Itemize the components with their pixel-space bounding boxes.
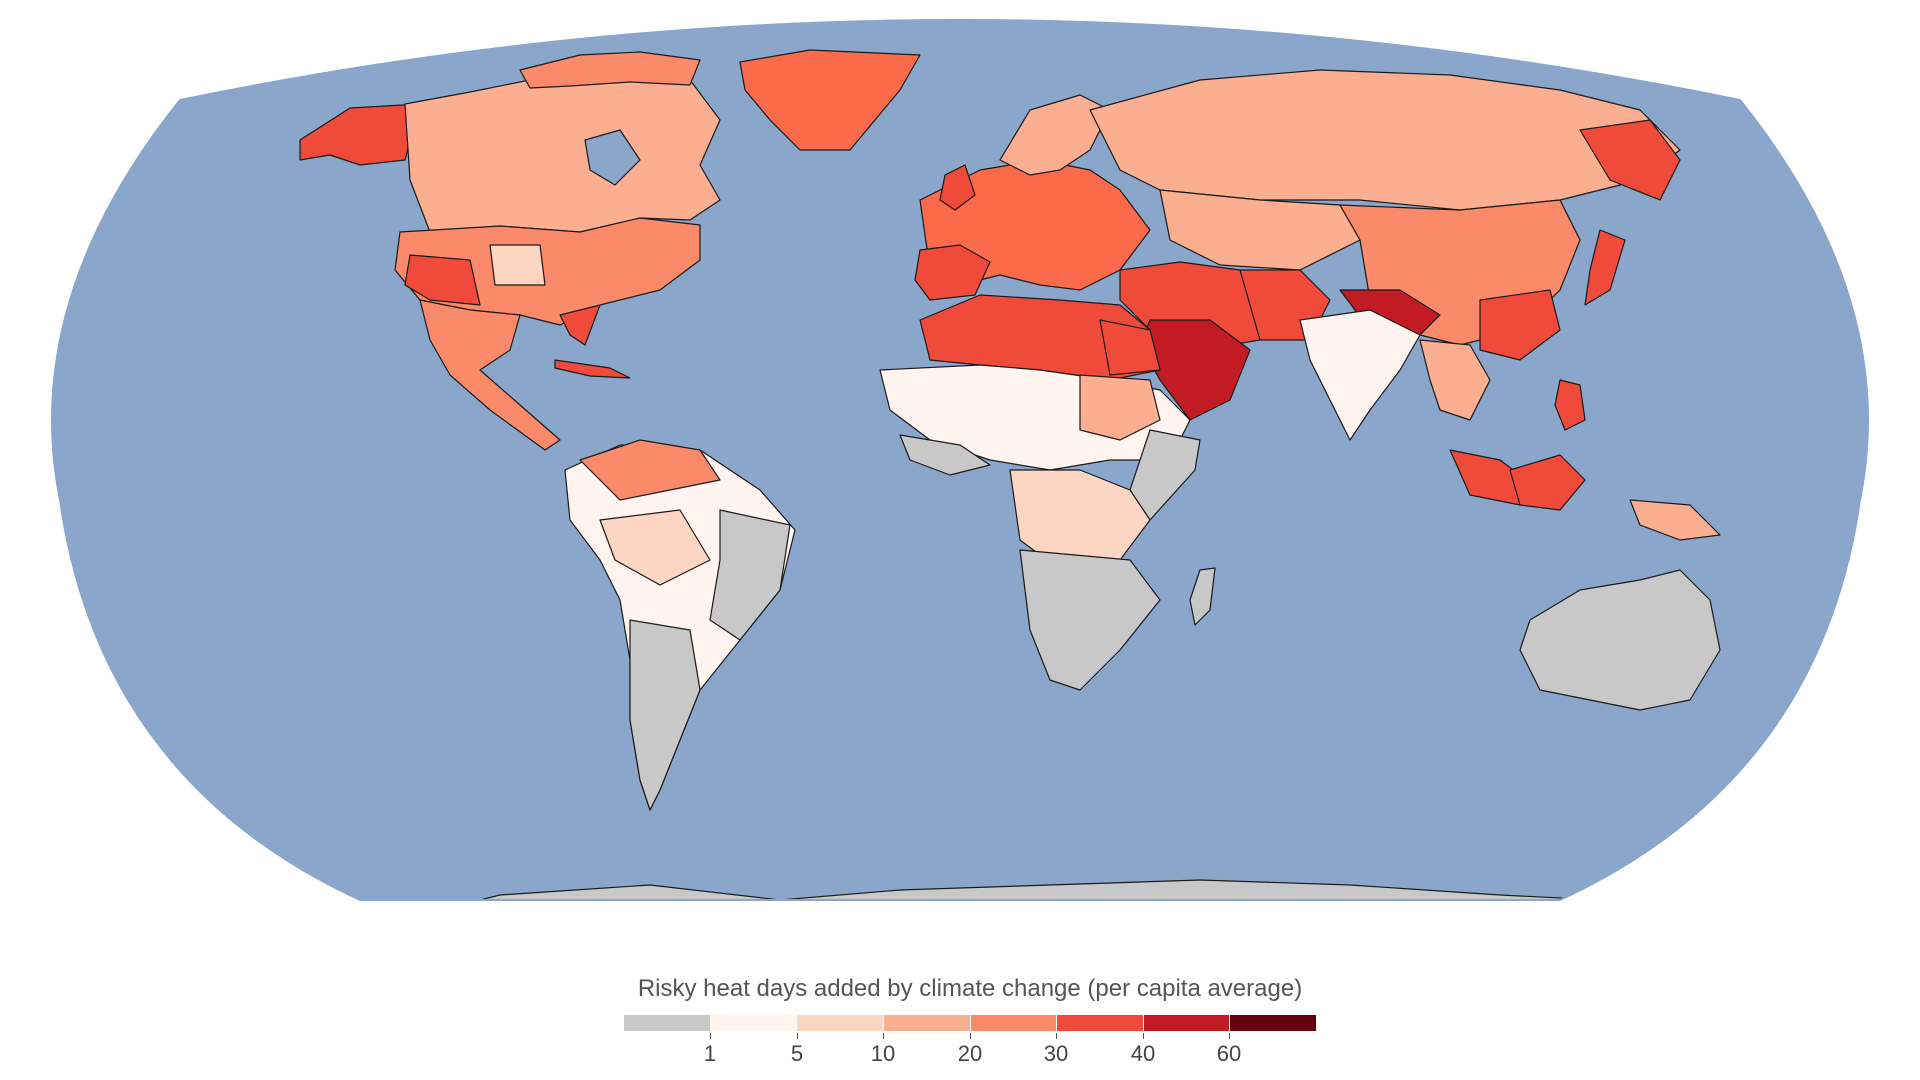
region-canadian-arctic xyxy=(519,51,701,89)
legend-tick-label-30: 30 xyxy=(1043,1041,1069,1066)
region-madagascar xyxy=(1189,567,1216,626)
region-venezuela-guyana xyxy=(579,439,721,501)
legend-swatch-below-1 xyxy=(624,1015,710,1031)
legend-tick-label-10: 10 xyxy=(870,1041,896,1066)
region-brazil-east xyxy=(709,509,791,641)
legend-tick-label-60: 60 xyxy=(1216,1041,1242,1066)
region-argentina-chile xyxy=(629,619,701,811)
region-usa-southwest xyxy=(404,254,481,306)
region-central-asia xyxy=(1159,189,1361,271)
region-amazon xyxy=(599,509,711,586)
region-australia xyxy=(1519,569,1721,711)
region-horn-of-africa xyxy=(1129,429,1201,521)
region-usa-plains xyxy=(489,244,546,286)
legend-tick-mark xyxy=(710,1033,711,1039)
legend-swatch-5-10 xyxy=(796,1015,883,1031)
region-russia-far-east xyxy=(1579,119,1681,201)
legend-tick-label-5: 5 xyxy=(790,1041,804,1066)
legend-tick-label-1: 1 xyxy=(703,1041,717,1066)
legend-tick-label-40: 40 xyxy=(1130,1041,1156,1066)
region-antarctica xyxy=(399,879,1701,900)
region-borneo xyxy=(1509,454,1586,511)
legend-tick-label-20: 20 xyxy=(957,1041,983,1066)
region-greenland xyxy=(739,49,921,151)
legend-swatch-10-20 xyxy=(882,1015,970,1031)
legend-tick-mark xyxy=(797,1033,798,1039)
region-japan xyxy=(1584,229,1626,306)
region-india xyxy=(1299,309,1421,441)
legend: Risky heat days added by climate change … xyxy=(620,975,1320,1067)
region-southeast-asia xyxy=(1419,339,1491,421)
region-philippines xyxy=(1554,379,1586,431)
legend-swatch-above-60 xyxy=(1229,1015,1316,1031)
region-east-china xyxy=(1479,289,1561,361)
region-cuba xyxy=(554,359,631,379)
legend-color-bar xyxy=(624,1015,1316,1031)
region-mexico xyxy=(419,299,561,451)
region-sudan xyxy=(1079,374,1161,441)
legend-title: Risky heat days added by climate change … xyxy=(637,975,1303,1002)
region-iberia xyxy=(914,244,991,301)
legend-tick-mark xyxy=(970,1033,971,1039)
region-uk xyxy=(939,164,976,211)
region-alaska xyxy=(299,103,421,166)
legend-swatch-20-30 xyxy=(969,1015,1057,1031)
legend-tick-mark xyxy=(1056,1033,1057,1039)
region-egypt xyxy=(1099,319,1161,376)
legend-tick-mark xyxy=(1229,1033,1230,1039)
region-new-zealand xyxy=(1779,709,1811,761)
region-southern-africa xyxy=(1019,549,1161,691)
legend-swatch-1-5 xyxy=(709,1015,797,1031)
legend-tick-mark xyxy=(883,1033,884,1039)
legend-swatch-30-40 xyxy=(1056,1015,1143,1031)
region-florida xyxy=(559,304,601,346)
legend-tick-mark xyxy=(1143,1033,1144,1039)
world-choropleth-map xyxy=(51,19,1869,901)
legend-swatch-40-60 xyxy=(1142,1015,1230,1031)
region-central-africa xyxy=(1009,469,1151,571)
hudson-bay xyxy=(584,129,641,186)
map-edge xyxy=(51,19,1869,901)
region-papua xyxy=(1629,499,1721,541)
legend-ticks: 1 5 10 20 30 40 60 xyxy=(624,1033,1316,1067)
region-west-africa xyxy=(899,434,991,476)
